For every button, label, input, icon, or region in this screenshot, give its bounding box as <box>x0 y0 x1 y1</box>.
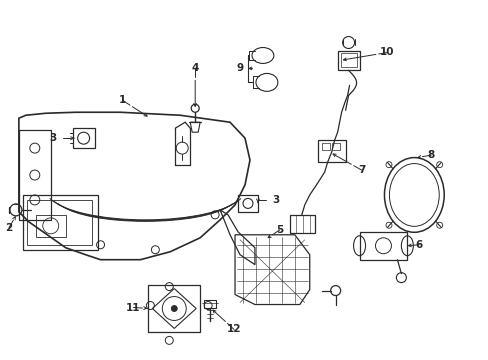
Bar <box>321 143 329 150</box>
Bar <box>73 128 94 148</box>
Bar <box>238 195 258 212</box>
Text: 10: 10 <box>379 48 394 58</box>
Text: 8: 8 <box>427 150 434 160</box>
Bar <box>359 232 407 260</box>
Bar <box>331 143 339 150</box>
Bar <box>340 54 356 67</box>
Bar <box>148 285 200 332</box>
Bar <box>23 195 98 250</box>
Bar <box>36 215 65 237</box>
Bar <box>203 300 216 307</box>
Bar <box>337 50 359 71</box>
Bar <box>19 130 51 220</box>
Text: 9: 9 <box>236 63 243 73</box>
Text: 4: 4 <box>191 63 199 73</box>
Text: 6: 6 <box>415 240 422 250</box>
Text: 7: 7 <box>357 165 365 175</box>
Bar <box>317 140 345 162</box>
Bar <box>289 215 314 233</box>
Text: 5: 5 <box>276 225 283 235</box>
Text: 11: 11 <box>126 302 141 312</box>
Bar <box>27 200 91 245</box>
Text: 3: 3 <box>272 195 279 205</box>
Text: 12: 12 <box>226 324 241 334</box>
Text: 1: 1 <box>119 95 126 105</box>
Text: 2: 2 <box>5 223 13 233</box>
Text: 3: 3 <box>49 133 56 143</box>
Ellipse shape <box>171 306 177 311</box>
